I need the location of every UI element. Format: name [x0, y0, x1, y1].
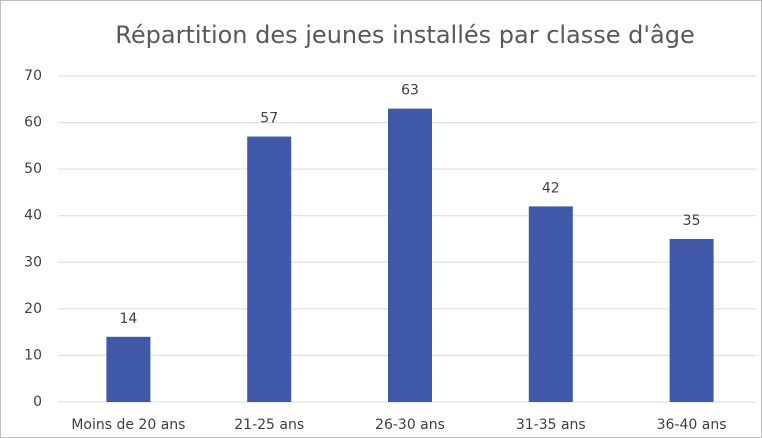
y-tick-label: 10: [24, 347, 42, 363]
x-tick-label: 31-35 ans: [516, 417, 586, 433]
bar: [528, 206, 573, 402]
x-tick-label: 26-30 ans: [375, 417, 445, 433]
data-label: 14: [119, 311, 137, 327]
y-tick-label: 40: [24, 208, 42, 224]
bar: [388, 108, 432, 402]
y-tick-label: 70: [24, 68, 42, 84]
y-tick-label: 50: [24, 161, 42, 177]
x-tick-label: Moins de 20 ans: [71, 417, 185, 433]
y-tick-label: 20: [24, 301, 42, 317]
data-label: 63: [401, 83, 419, 99]
chart-title: Répartition des jeunes installés par cla…: [115, 21, 694, 49]
x-tick-label: 21-25 ans: [234, 417, 304, 433]
y-tick-label: 60: [24, 115, 42, 131]
y-tick-label: 0: [33, 394, 42, 410]
bar: [247, 136, 292, 403]
data-label: 35: [683, 213, 701, 229]
bar: [669, 239, 714, 402]
x-tick-label: 36-40 ans: [657, 417, 727, 433]
data-label: 42: [542, 180, 560, 196]
bar: [106, 336, 151, 402]
y-tick-label: 30: [24, 254, 42, 270]
data-label: 57: [260, 111, 278, 127]
